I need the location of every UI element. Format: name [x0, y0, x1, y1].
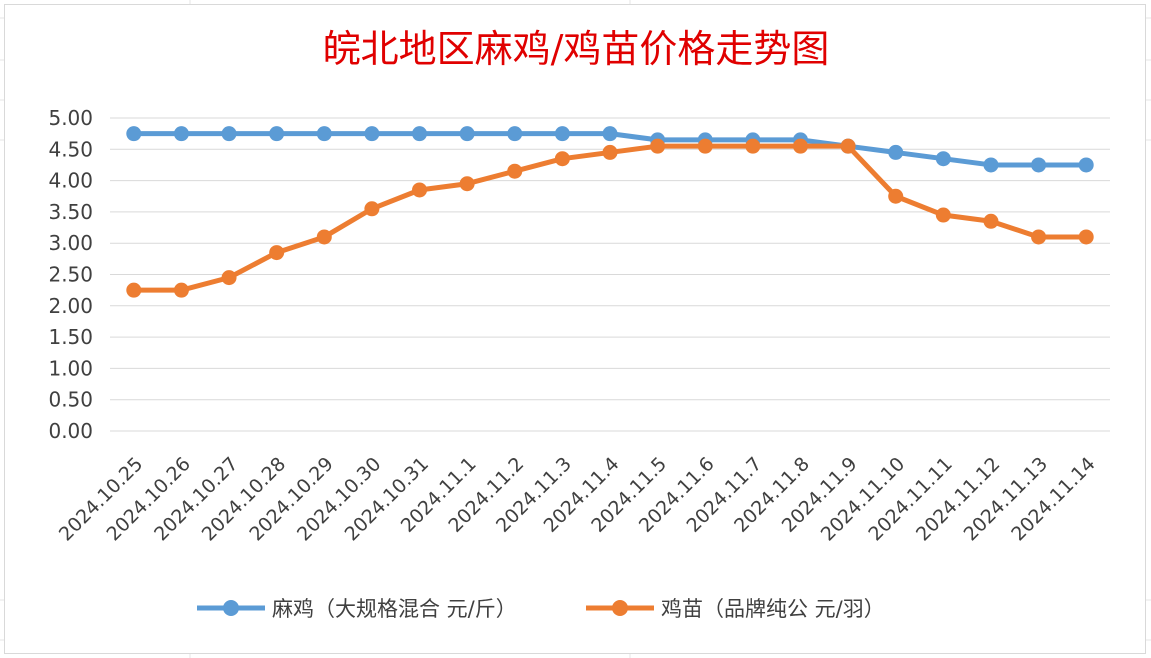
- x-axis-tick-labels: 2024.10.252024.10.262024.10.272024.10.28…: [55, 453, 1100, 545]
- legend: 麻鸡（大规格混合 元/斤） 鸡苗（品牌纯公 元/羽）: [197, 597, 885, 621]
- series-1-point: [269, 126, 285, 142]
- series-1-point: [602, 126, 618, 142]
- y-tick-label: 2.50: [48, 263, 93, 287]
- series-2-point: [745, 138, 761, 154]
- y-tick-label: 5.00: [48, 106, 93, 130]
- series-1-point: [935, 151, 951, 167]
- series-1-point: [316, 126, 332, 142]
- y-tick-label: 1.00: [48, 356, 93, 380]
- y-tick-label: 0.50: [48, 388, 93, 412]
- series-2-point: [173, 282, 189, 298]
- legend-swatch-series-2-marker: [612, 600, 628, 616]
- series-1-point: [126, 126, 142, 142]
- legend-item-series-1: 麻鸡（大规格混合 元/斤）: [197, 597, 517, 621]
- series-1-point: [507, 126, 523, 142]
- series-2-point: [983, 213, 999, 229]
- series-2-point: [507, 163, 523, 179]
- series-1-point: [983, 157, 999, 173]
- series-2-point: [602, 144, 618, 160]
- series-1-point: [412, 126, 428, 142]
- series-2: [126, 138, 1094, 298]
- y-axis-tick-labels: 0.00 0.50 1.00 1.50 2.00 2.50 3.00 3.50 4.00 4.50…: [48, 106, 93, 443]
- y-tick-label: 1.50: [48, 325, 93, 349]
- series-2-point: [888, 188, 904, 204]
- legend-label-series-1: 麻鸡（大规格混合 元/斤）: [272, 597, 517, 621]
- series-1-point: [888, 144, 904, 160]
- series-2-point: [935, 207, 951, 223]
- series-2-point: [126, 282, 142, 298]
- y-tick-label: 3.00: [48, 231, 93, 255]
- horizontal-gridlines: [110, 117, 1110, 432]
- series-2-point: [459, 176, 475, 192]
- series-1: [126, 126, 1094, 173]
- y-tick-label: 2.00: [48, 294, 93, 318]
- series-2-point: [221, 270, 237, 286]
- y-tick-label: 3.50: [48, 200, 93, 224]
- legend-label-series-2: 鸡苗（品牌纯公 元/羽）: [661, 597, 885, 621]
- series-2-point: [697, 138, 713, 154]
- chart-area: [4, 4, 1146, 654]
- y-tick-label: 0.00: [48, 419, 93, 443]
- series-2-point: [269, 245, 285, 261]
- series-2-point: [650, 138, 666, 154]
- series-lines: [126, 126, 1094, 298]
- series-1-point: [173, 126, 189, 142]
- series-2-point: [554, 151, 570, 167]
- series-2-point: [316, 229, 332, 245]
- series-1-point: [1031, 157, 1047, 173]
- series-2-point: [364, 201, 380, 217]
- y-tick-label: 4.50: [48, 137, 93, 161]
- series-2-point: [412, 182, 428, 198]
- series-2-point: [1078, 229, 1094, 245]
- series-2-point: [1031, 229, 1047, 245]
- series-1-point: [221, 126, 237, 142]
- series-1-point: [1078, 157, 1094, 173]
- series-1-point: [554, 126, 570, 142]
- legend-item-series-2: 鸡苗（品牌纯公 元/羽）: [586, 597, 885, 621]
- y-tick-label: 4.00: [48, 169, 93, 193]
- series-2-point: [840, 138, 856, 154]
- legend-swatch-series-1-marker: [223, 600, 239, 616]
- series-1-point: [364, 126, 380, 142]
- series-2-point: [792, 138, 808, 154]
- chart-title: 皖北地区麻鸡/鸡苗价格走势图: [323, 27, 830, 71]
- series-1-point: [459, 126, 475, 142]
